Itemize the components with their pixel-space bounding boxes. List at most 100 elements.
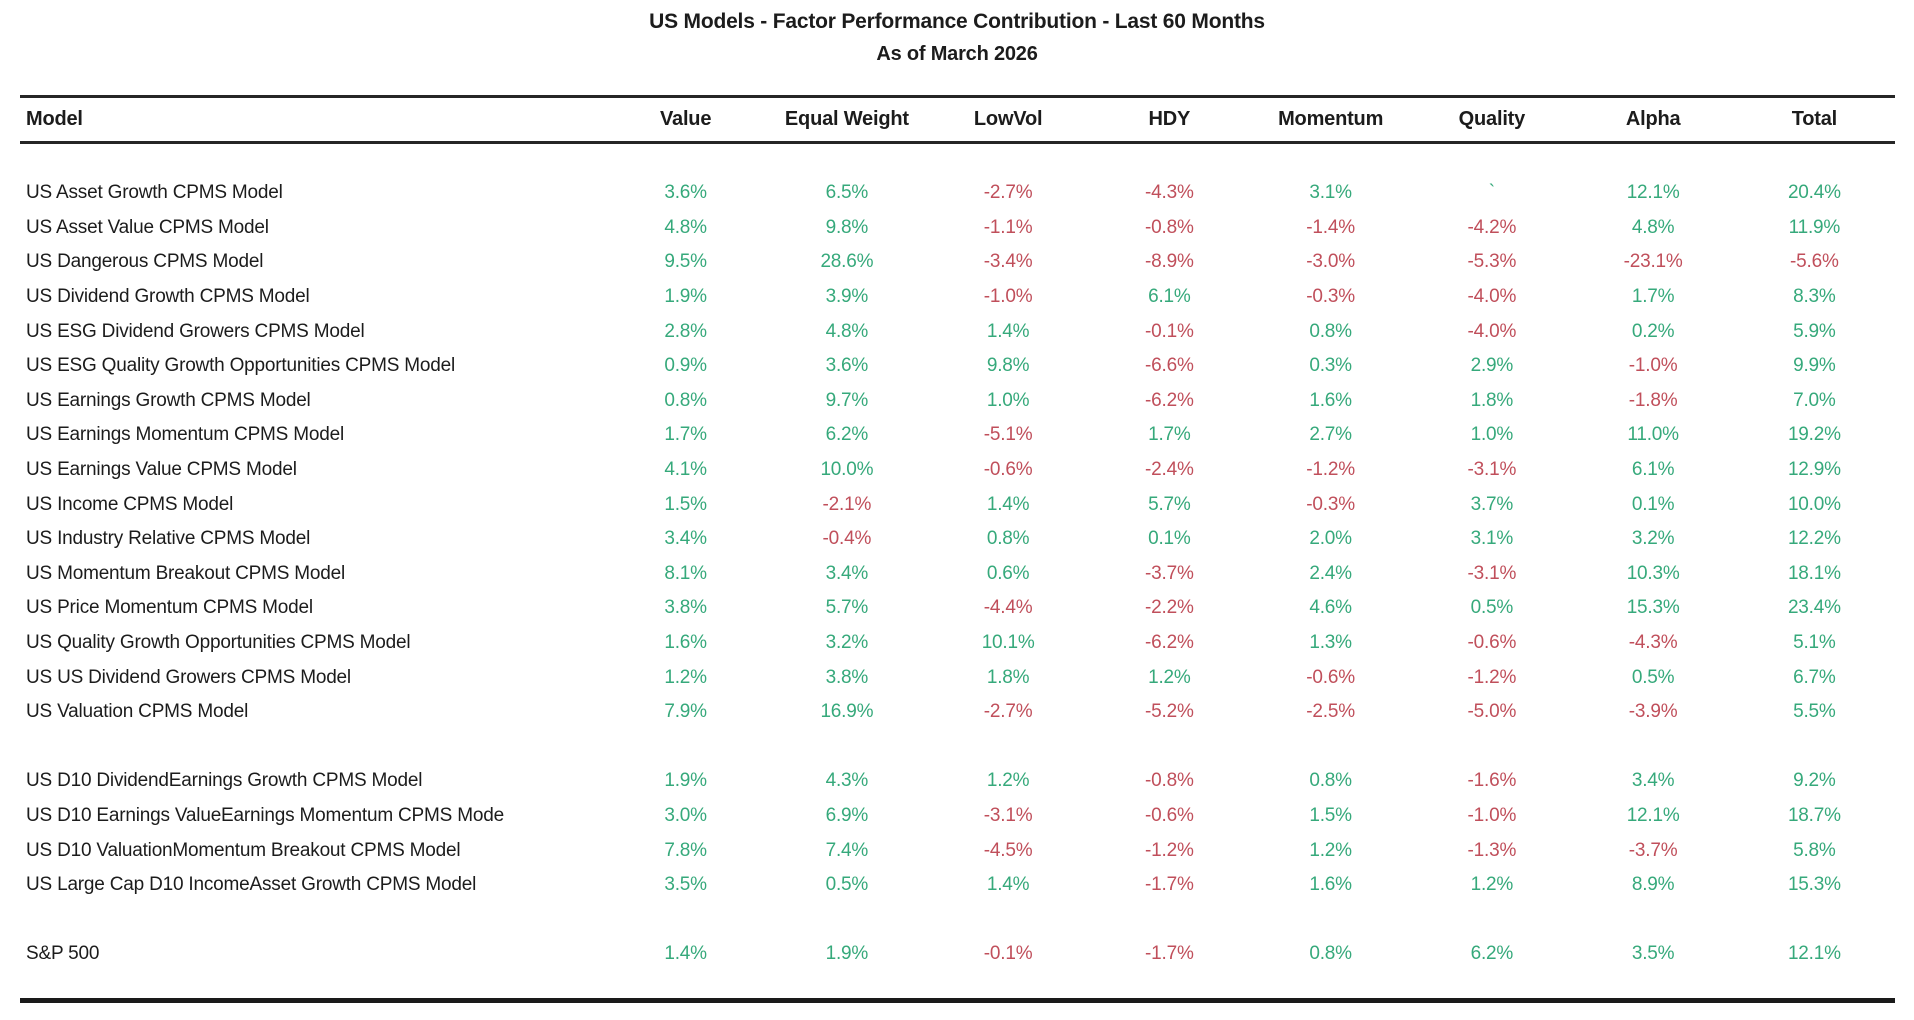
value-cell: -2.1%: [822, 493, 872, 515]
value-cell: `: [1488, 182, 1495, 204]
value-cell: 4.8%: [825, 320, 869, 342]
value-cell: 9.8%: [825, 216, 869, 238]
model-name-cell: US Valuation CPMS Model: [26, 701, 249, 723]
value-cell: -4.2%: [1467, 216, 1517, 238]
value-cell: 12.9%: [1787, 459, 1841, 481]
value-cell: 0.2%: [1631, 320, 1675, 342]
value-cell: 6.9%: [825, 804, 869, 826]
table-row: US Earnings Growth CPMS Model 0.8% 9.7% 1.0…: [20, 384, 1895, 419]
value-cell: 0.1%: [1631, 493, 1675, 515]
value-cell: 1.6%: [1309, 389, 1352, 411]
model-name-cell: US D10 ValuationMomentum Breakout CPMS M…: [26, 839, 461, 861]
column-header-alpha: Alpha: [1625, 108, 1681, 130]
table-row: US Industry Relative CPMS Model 3.4% -0.4%…: [20, 522, 1895, 557]
value-cell: -1.8%: [1628, 389, 1678, 411]
value-cell: 3.6%: [664, 182, 707, 204]
value-cell: 1.3%: [1309, 632, 1352, 654]
value-cell: -2.2%: [1145, 597, 1194, 619]
value-cell: 18.1%: [1787, 562, 1841, 584]
report-title: US Models - Factor Performance Contribut…: [649, 10, 1265, 33]
column-header-equal-weight: Equal Weight: [784, 108, 909, 130]
value-cell: 1.2%: [664, 666, 707, 688]
value-cell: -0.3%: [1306, 493, 1355, 515]
table-row: US Quality Growth Opportunities CPMS Mod…: [20, 626, 1895, 661]
table-row: US Asset Value CPMS Model 4.8% 9.8% -1.1% -0…: [20, 211, 1895, 246]
column-header-total: Total: [1791, 108, 1838, 130]
value-cell: 5.5%: [1793, 701, 1836, 723]
table-row: US ESG Quality Growth Opportunities CPMS…: [20, 349, 1895, 384]
value-cell: -1.2%: [1306, 459, 1355, 481]
value-cell: 1.9%: [664, 770, 707, 792]
value-cell: 5.7%: [825, 597, 869, 619]
column-header-lowvol: LowVol: [973, 108, 1043, 130]
value-cell: -3.1%: [1467, 562, 1517, 584]
value-cell: 28.6%: [820, 251, 874, 273]
value-cell: 2.4%: [1309, 562, 1352, 584]
value-cell: 6.2%: [825, 424, 869, 446]
value-cell: -0.6%: [1145, 804, 1194, 826]
value-cell: -5.1%: [983, 424, 1033, 446]
model-name-cell: US Earnings Value CPMS Model: [26, 459, 297, 481]
model-name-cell: US Momentum Breakout CPMS Model: [26, 562, 346, 584]
value-cell: -4.5%: [983, 839, 1033, 861]
value-cell: 4.6%: [1309, 597, 1352, 619]
model-name-cell: US D10 DividendEarnings Growth CPMS Mode…: [26, 770, 423, 792]
value-cell: 6.7%: [1793, 666, 1836, 688]
value-cell: 2.8%: [664, 320, 707, 342]
value-cell: 0.5%: [1631, 666, 1675, 688]
value-cell: 10.1%: [981, 632, 1035, 654]
table-row: US Asset Growth CPMS Model 3.6% 6.5% -2.7% -…: [20, 176, 1895, 211]
value-cell: 5.8%: [1793, 839, 1836, 861]
value-cell: -4.3%: [1628, 632, 1678, 654]
value-cell: 0.6%: [986, 562, 1030, 584]
value-cell: 23.4%: [1787, 597, 1841, 619]
value-cell: 1.5%: [1309, 804, 1352, 826]
value-cell: 1.5%: [664, 493, 707, 515]
model-name-cell: US Asset Growth CPMS Model: [26, 182, 283, 204]
value-cell: -3.0%: [1306, 251, 1355, 273]
report-subtitle: As of March 2026: [876, 43, 1038, 65]
value-cell: 8.3%: [1793, 286, 1836, 308]
value-cell: 3.2%: [825, 632, 869, 654]
table-row: US Valuation CPMS Model 7.9% 16.9% -2.7% -5.…: [20, 695, 1895, 730]
value-cell: 4.3%: [825, 770, 869, 792]
value-cell: 15.3%: [1626, 597, 1680, 619]
value-cell: 7.0%: [1793, 389, 1836, 411]
value-cell: 5.9%: [1793, 320, 1836, 342]
value-cell: 1.4%: [986, 874, 1030, 896]
value-cell: 1.0%: [1470, 424, 1514, 446]
model-name-cell: US Earnings Momentum CPMS Model: [26, 424, 344, 446]
value-cell: -3.1%: [1467, 459, 1517, 481]
value-cell: -6.2%: [1145, 389, 1194, 411]
value-cell: 3.5%: [664, 874, 707, 896]
value-cell: 0.8%: [1309, 943, 1352, 965]
model-name-cell: US Large Cap D10 IncomeAsset Growth CPMS…: [26, 874, 477, 896]
value-cell: -0.8%: [1145, 770, 1194, 792]
value-cell: -3.1%: [983, 804, 1033, 826]
table-row: US ESG Dividend Growers CPMS Model 2.8% 4.…: [20, 314, 1895, 349]
value-cell: -4.4%: [983, 597, 1033, 619]
value-cell: 12.1%: [1626, 804, 1680, 826]
value-cell: 0.1%: [1148, 528, 1191, 550]
value-cell: 1.8%: [986, 666, 1030, 688]
value-cell: 6.5%: [825, 182, 869, 204]
table-row: US Dangerous CPMS Model 9.5% 28.6% -3.4% -8.…: [20, 245, 1895, 280]
table-row: US US Dividend Growers CPMS Model 1.2% 3.8…: [20, 660, 1895, 695]
value-cell: 9.8%: [986, 355, 1030, 377]
value-cell: 3.8%: [825, 666, 869, 688]
value-cell: -0.1%: [983, 943, 1033, 965]
value-cell: -5.0%: [1467, 701, 1517, 723]
model-name-cell: US ESG Dividend Growers CPMS Model: [26, 320, 365, 342]
value-cell: 3.1%: [1470, 528, 1514, 550]
model-name-cell: US Industry Relative CPMS Model: [26, 528, 311, 550]
value-cell: 7.4%: [825, 839, 869, 861]
table-row: US Income CPMS Model 1.5% -2.1% 1.4% 5.7% -0.…: [20, 487, 1895, 522]
value-cell: -2.7%: [983, 182, 1033, 204]
column-header-hdy: HDY: [1148, 108, 1191, 130]
value-cell: 1.4%: [664, 943, 707, 965]
value-cell: 10.3%: [1626, 562, 1680, 584]
value-cell: -1.3%: [1467, 839, 1517, 861]
value-cell: 10.0%: [820, 459, 874, 481]
column-header-momentum: Momentum: [1278, 108, 1384, 130]
value-cell: -4.0%: [1467, 320, 1517, 342]
